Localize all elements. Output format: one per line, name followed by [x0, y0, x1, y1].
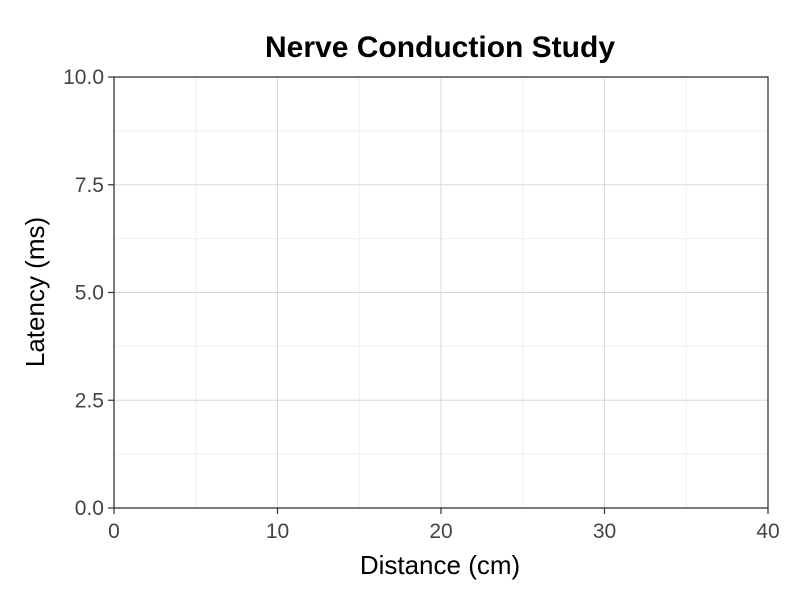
y-tick-label: 0.0 [75, 497, 104, 520]
y-tick-label: 7.5 [75, 174, 104, 197]
y-tick-label: 5.0 [75, 282, 104, 305]
y-tick-label: 2.5 [75, 389, 104, 412]
major-gridlines [113, 76, 769, 509]
x-axis-ticks: 0 10 20 30 40 [108, 508, 780, 543]
y-tick-label: 10.0 [63, 66, 104, 89]
x-tick-label: 10 [266, 520, 289, 543]
x-tick-label: 40 [756, 520, 779, 543]
x-tick-label: 0 [108, 520, 120, 543]
x-axis-title: Distance (cm) [360, 550, 520, 580]
y-axis-ticks: 0.0 2.5 5.0 7.5 10.0 [63, 66, 114, 520]
chart-title: Nerve Conduction Study [265, 31, 615, 64]
x-tick-label: 30 [593, 520, 616, 543]
y-axis-title: Latency (ms) [20, 217, 50, 367]
x-tick-label: 20 [429, 520, 452, 543]
